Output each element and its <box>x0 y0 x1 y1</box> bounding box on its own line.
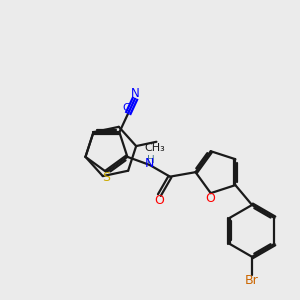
Text: Br: Br <box>245 274 259 287</box>
Text: N: N <box>131 87 140 100</box>
Text: S: S <box>102 171 110 184</box>
Text: H: H <box>147 155 154 165</box>
Text: C: C <box>123 103 130 113</box>
Text: N: N <box>145 157 154 170</box>
Text: CH₃: CH₃ <box>145 143 165 153</box>
Text: O: O <box>205 192 215 205</box>
Text: O: O <box>154 194 164 207</box>
